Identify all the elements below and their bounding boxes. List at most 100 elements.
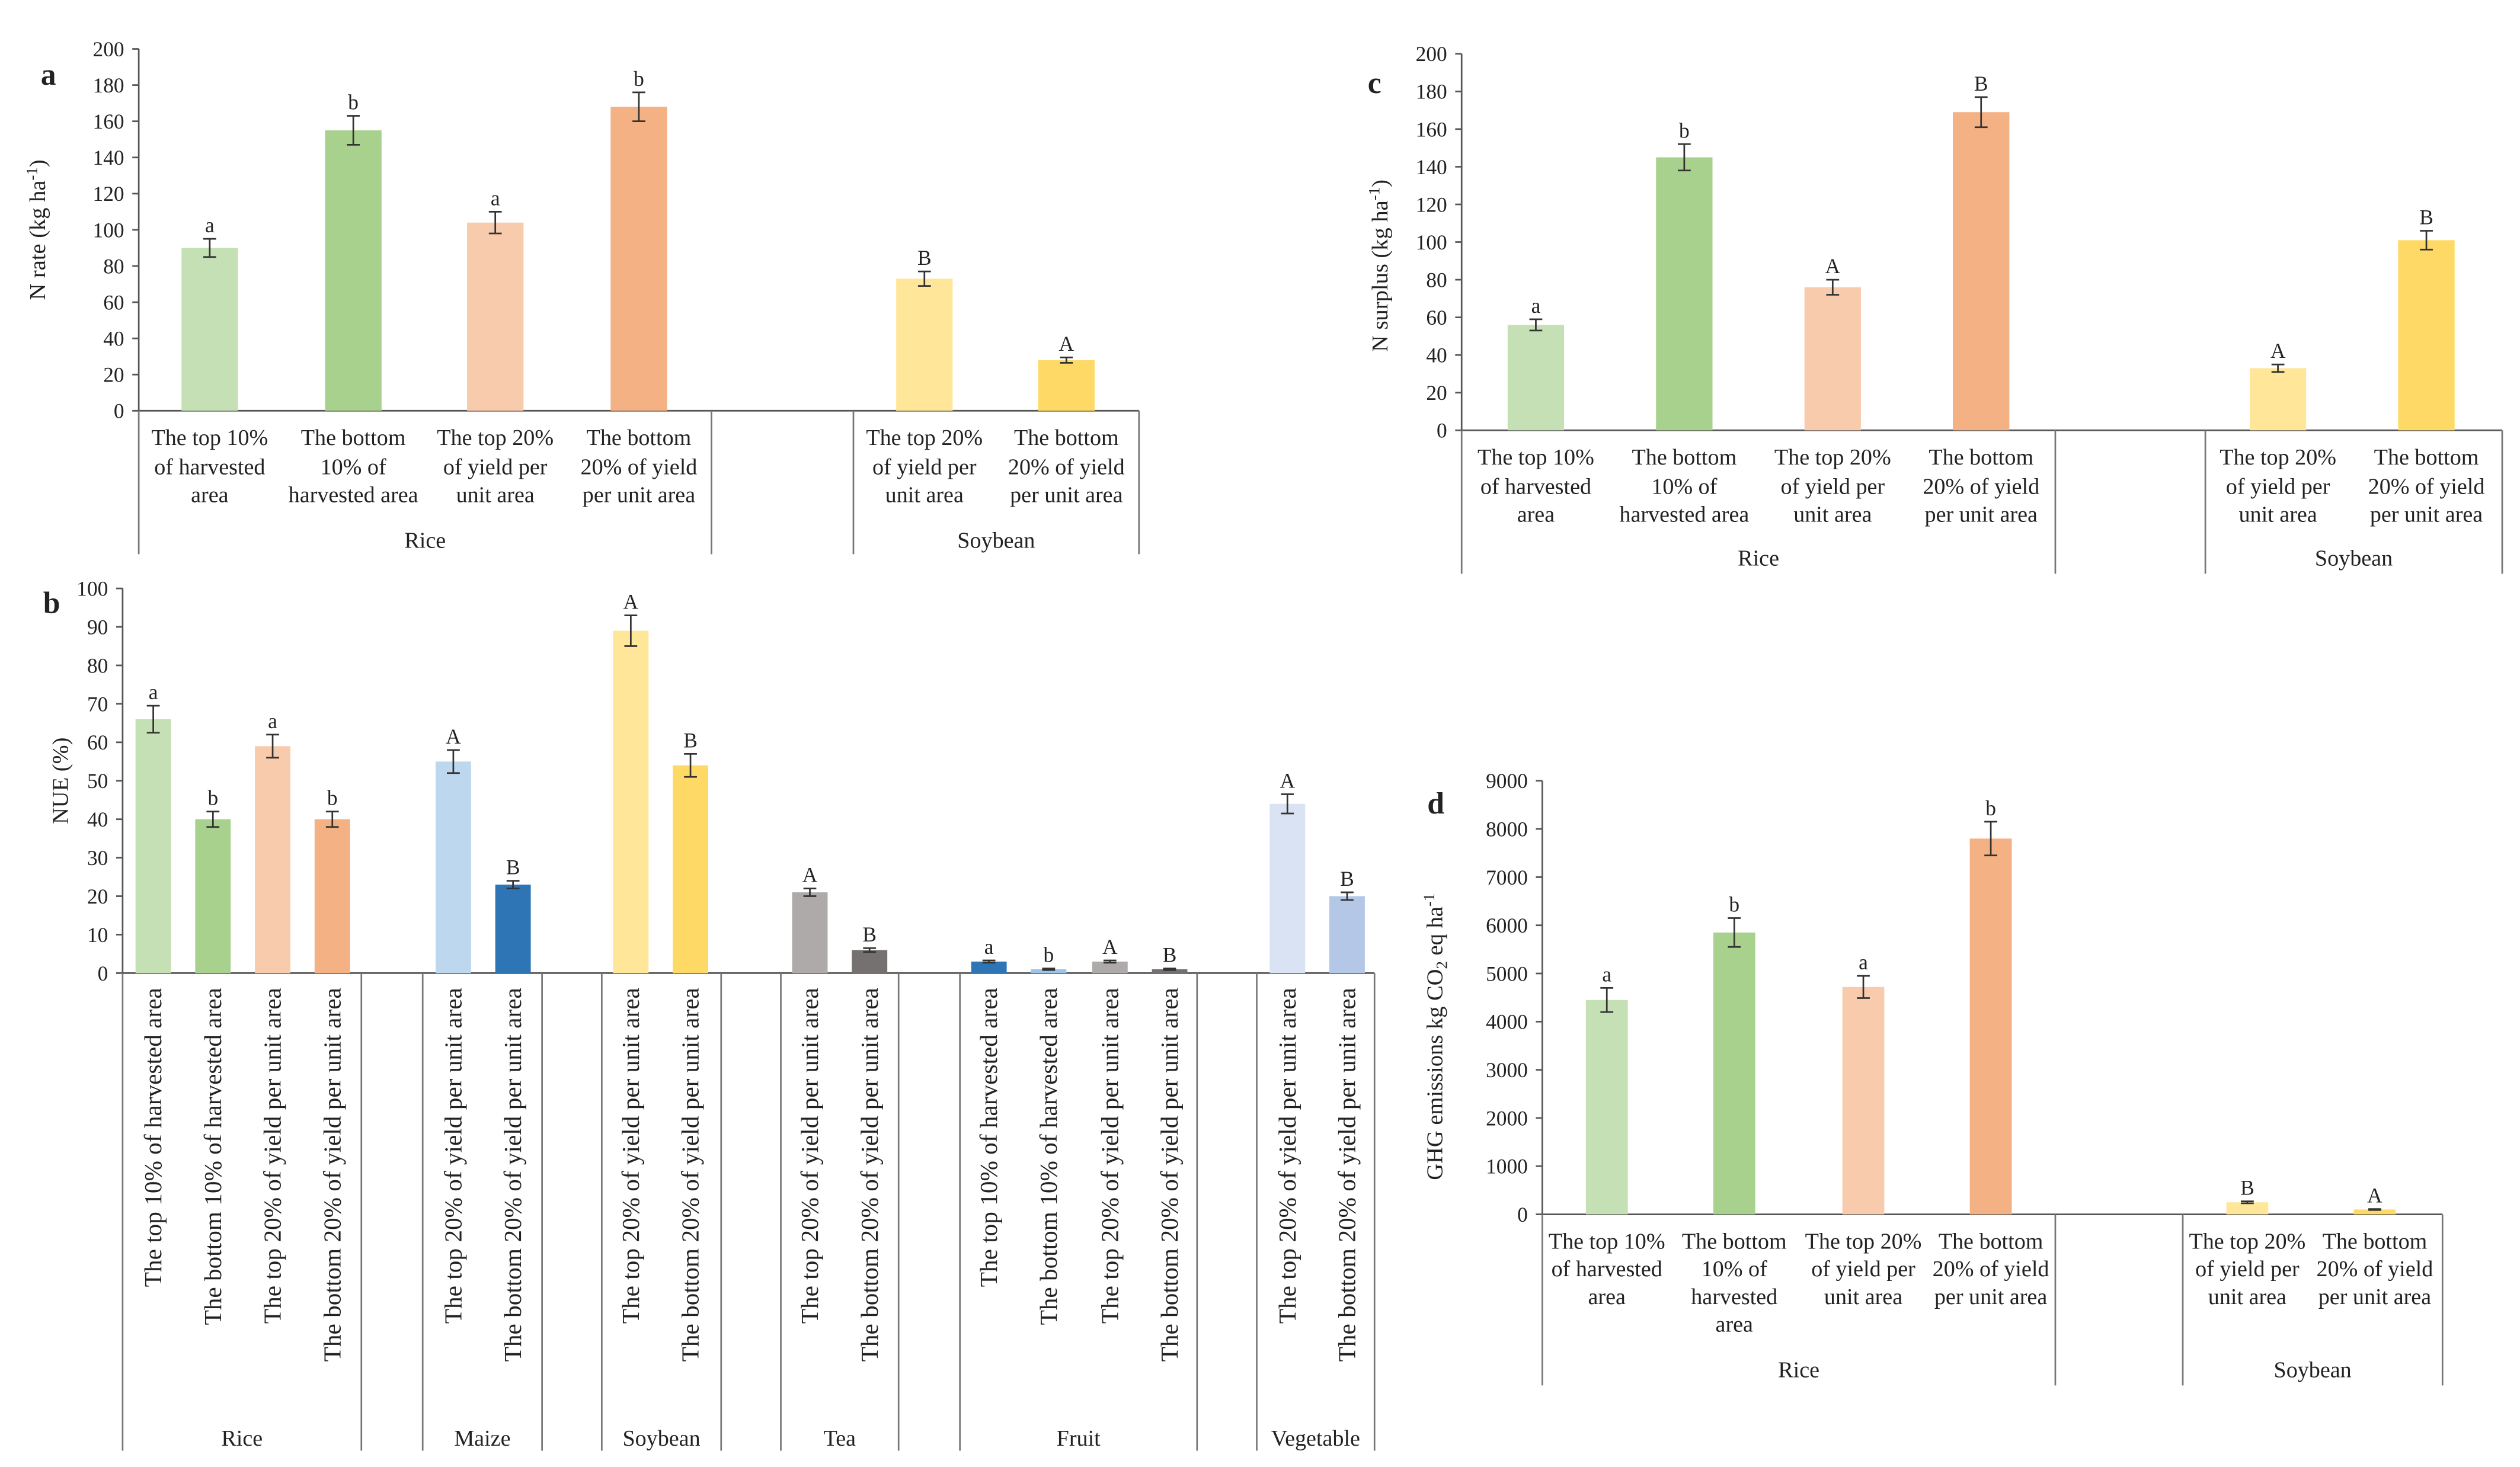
significance-letter: a xyxy=(1859,950,1868,974)
bar xyxy=(852,950,888,973)
panel-b: b 0 10 20 30 40 50 60 70 80 90 100 NUE (%) a The top 1… xyxy=(43,576,1376,1451)
category-label: The top 10% of harvested area xyxy=(1549,1229,1665,1309)
y-axis-title: GHG emissions kg CO2 eq ha-1 xyxy=(1420,893,1451,1180)
y-tick-label: 8000 xyxy=(1486,817,1528,841)
y-axis-title-main: N rate (kg ha xyxy=(25,181,50,300)
significance-letter: A xyxy=(1825,254,1841,278)
y-axis-title-rest: ) xyxy=(1368,180,1393,187)
y-tick-label: 60 xyxy=(1426,306,1447,329)
y-tick-label: 140 xyxy=(93,146,124,169)
significance-letter: b xyxy=(1729,892,1739,916)
bar xyxy=(1507,325,1565,431)
y-tick-label: 120 xyxy=(1416,193,1447,216)
bar xyxy=(255,746,290,973)
panel-a: a 0 20 40 60 80 100 120 140 160 180 200 N rate (kg h… xyxy=(23,37,1140,555)
category-label: The top 20% of yield per unit area xyxy=(2220,445,2336,527)
significance-letter: B xyxy=(917,246,932,270)
category-label-line: The bottom xyxy=(301,425,406,450)
category-label-line: The top 20% xyxy=(1805,1229,1922,1254)
y-axis-title: N surplus (kg ha-1) xyxy=(1365,180,1393,352)
category-label-line: per unit area xyxy=(1925,502,2038,527)
category-label: The bottom 20% of yield per unit area xyxy=(2317,1229,2433,1309)
category-label: The top 20% of yield per unit area xyxy=(1805,1229,1922,1309)
bar xyxy=(673,765,709,973)
category-label: The top 10% of harvested area xyxy=(151,425,268,508)
panel-label: c xyxy=(1368,66,1381,100)
y-tick-label: 100 xyxy=(1416,230,1447,254)
bar xyxy=(610,107,667,411)
significance-letter: a xyxy=(268,709,277,733)
category-label: The bottom 10% of harvested area xyxy=(1682,1229,1787,1337)
significance-letter: B xyxy=(1163,943,1177,966)
significance-letter: B xyxy=(683,728,698,752)
bar xyxy=(325,130,382,411)
group-label: Soybean xyxy=(2315,546,2393,571)
category-label-line: of yield per xyxy=(1781,474,1885,499)
category-label-line: The top 20% xyxy=(866,425,983,450)
y-tick-label: 100 xyxy=(93,218,124,242)
group-label: Maize xyxy=(454,1426,510,1451)
bar xyxy=(1713,932,1755,1215)
y-tick-label: 120 xyxy=(93,182,124,206)
category-label-line: 10% of xyxy=(321,454,386,479)
significance-letter: b xyxy=(207,786,218,810)
category-label: The top 20% of yield per unit area xyxy=(440,988,467,1324)
category-label-line: The bottom xyxy=(1632,445,1737,470)
category-label-line: The bottom xyxy=(1014,425,1119,450)
y-axis-title-sup: -1 xyxy=(1365,187,1383,200)
category-label: The bottom 20% of yield per unit area xyxy=(499,988,526,1362)
category-label-line: harvested area xyxy=(1619,502,1749,527)
significance-letter: A xyxy=(1280,768,1295,792)
category-label-line: The top 20% xyxy=(2189,1229,2305,1254)
category-label-line: The bottom xyxy=(1682,1229,1787,1254)
group-label: Rice xyxy=(1738,546,1779,571)
category-label: The bottom 10% of harvested area xyxy=(199,988,226,1325)
group-label: Rice xyxy=(404,528,446,553)
group-label: Rice xyxy=(1778,1358,1819,1383)
y-tick-label: 1000 xyxy=(1486,1154,1528,1178)
category-label: The bottom 20% of yield per unit area xyxy=(1933,1229,2049,1309)
category-label: The top 20% of yield per unit area xyxy=(1774,445,1891,527)
category-label: The bottom 10% of harvested area xyxy=(289,425,418,508)
bar xyxy=(1656,157,1713,431)
bar xyxy=(1031,969,1067,973)
y-tick-label: 80 xyxy=(87,654,108,677)
y-tick-label: 160 xyxy=(93,110,124,133)
y-tick-label: 0 xyxy=(98,962,108,985)
significance-letter: A xyxy=(802,863,818,886)
category-label-line: unit area xyxy=(2208,1285,2286,1309)
panel-label: b xyxy=(43,586,60,620)
category-label-line: per unit area xyxy=(2318,1285,2431,1309)
category-label: The bottom 20% of yield per unit area xyxy=(2368,445,2485,527)
category-label: The bottom 20% of yield per unit area xyxy=(581,425,698,508)
bar xyxy=(1329,896,1365,973)
category-label-line: The top 20% xyxy=(437,425,554,450)
category-label-line: The bottom xyxy=(2374,445,2479,470)
y-tick-label: 160 xyxy=(1416,117,1447,141)
category-label: The bottom 20% of yield per unit area xyxy=(319,988,346,1362)
category-label-line: area xyxy=(1517,502,1555,527)
category-label-line: of harvested xyxy=(154,454,265,479)
category-label-line: per unit area xyxy=(583,482,695,507)
significance-letter: a xyxy=(1531,294,1541,318)
y-tick-label: 60 xyxy=(87,731,108,754)
group-label: Soybean xyxy=(957,528,1035,553)
category-label: The top 10% of harvested area xyxy=(975,988,1002,1287)
y-axis-title: NUE (%) xyxy=(49,738,73,824)
significance-letter: B xyxy=(2240,1175,2254,1199)
bar xyxy=(181,248,238,411)
category-label-line: 20% of yield xyxy=(1923,474,2039,499)
category-label-line: area xyxy=(1716,1312,1753,1337)
y-tick-label: 40 xyxy=(1426,343,1447,367)
category-label-line: of yield per xyxy=(1811,1257,1915,1282)
category-label-line: harvested xyxy=(1691,1285,1777,1309)
bar xyxy=(971,961,1007,973)
category-label: The bottom 10% of harvested area xyxy=(1035,988,1062,1325)
y-tick-label: 7000 xyxy=(1486,866,1528,889)
significance-letter: a xyxy=(149,680,158,704)
y-tick-label: 70 xyxy=(87,692,108,716)
significance-letter: B xyxy=(1974,72,1988,95)
significance-letter: B xyxy=(506,855,520,879)
